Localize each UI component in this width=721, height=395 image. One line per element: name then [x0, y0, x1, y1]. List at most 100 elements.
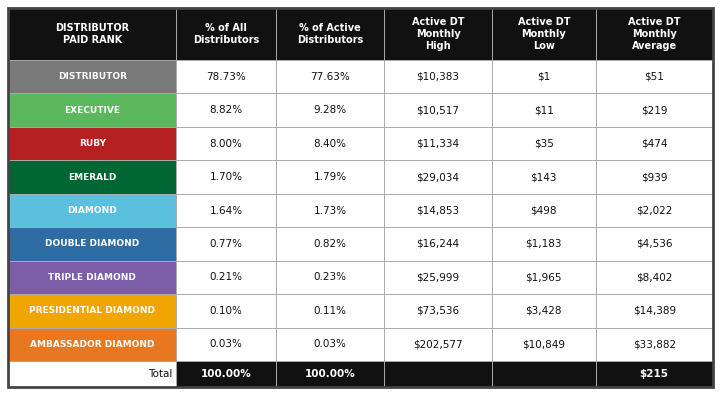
Bar: [384, 227, 492, 261]
Text: 0.77%: 0.77%: [210, 239, 243, 249]
Text: $51: $51: [645, 72, 664, 82]
Bar: [492, 327, 596, 361]
Bar: [384, 261, 492, 294]
Text: 100.00%: 100.00%: [200, 369, 252, 379]
Text: AMBASSADOR DIAMOND: AMBASSADOR DIAMOND: [30, 340, 154, 349]
Bar: [276, 160, 384, 194]
Bar: [492, 194, 596, 227]
Bar: [276, 327, 384, 361]
Text: TRIPLE DIAMOND: TRIPLE DIAMOND: [48, 273, 136, 282]
Text: PRESIDENTIAL DIAMOND: PRESIDENTIAL DIAMOND: [30, 307, 155, 315]
Bar: [177, 160, 276, 194]
Text: DIAMOND: DIAMOND: [67, 206, 117, 215]
Text: 77.63%: 77.63%: [310, 72, 350, 82]
Bar: [276, 127, 384, 160]
Bar: [492, 261, 596, 294]
Bar: [492, 160, 596, 194]
Bar: [384, 60, 492, 94]
Bar: [384, 194, 492, 227]
Bar: [177, 361, 276, 387]
Bar: [177, 194, 276, 227]
Bar: [384, 160, 492, 194]
Text: $143: $143: [531, 172, 557, 182]
Text: $939: $939: [641, 172, 668, 182]
Text: 0.03%: 0.03%: [210, 339, 242, 349]
Text: $11: $11: [534, 105, 554, 115]
Bar: [596, 127, 713, 160]
Text: $8,402: $8,402: [636, 273, 673, 282]
Bar: [492, 127, 596, 160]
Text: Active DT
Monthly
High: Active DT Monthly High: [412, 17, 464, 51]
Bar: [596, 361, 713, 387]
Text: $14,853: $14,853: [417, 205, 459, 216]
Text: $498: $498: [531, 205, 557, 216]
Bar: [492, 227, 596, 261]
Bar: [8, 60, 177, 94]
Text: $33,882: $33,882: [633, 339, 676, 349]
Text: Active DT
Monthly
Average: Active DT Monthly Average: [628, 17, 681, 51]
Text: % of All
Distributors: % of All Distributors: [193, 23, 260, 45]
Text: 0.23%: 0.23%: [314, 273, 347, 282]
Text: 9.28%: 9.28%: [314, 105, 347, 115]
Bar: [384, 8, 492, 60]
Text: 8.40%: 8.40%: [314, 139, 347, 149]
Bar: [384, 127, 492, 160]
Bar: [177, 8, 276, 60]
Text: RUBY: RUBY: [79, 139, 106, 148]
Text: 1.79%: 1.79%: [314, 172, 347, 182]
Text: $2,022: $2,022: [636, 205, 673, 216]
Bar: [276, 227, 384, 261]
Bar: [276, 261, 384, 294]
Text: $25,999: $25,999: [417, 273, 459, 282]
Text: $10,849: $10,849: [522, 339, 565, 349]
Bar: [492, 361, 596, 387]
Text: $11,334: $11,334: [417, 139, 459, 149]
Bar: [276, 294, 384, 327]
Bar: [384, 327, 492, 361]
Bar: [276, 194, 384, 227]
Text: $14,389: $14,389: [633, 306, 676, 316]
Text: $1: $1: [537, 72, 550, 82]
Text: $474: $474: [641, 139, 668, 149]
Text: DISTRIBUTOR
PAID RANK: DISTRIBUTOR PAID RANK: [55, 23, 129, 45]
Bar: [8, 361, 177, 387]
Bar: [276, 8, 384, 60]
Text: EMERALD: EMERALD: [68, 173, 116, 182]
Text: 1.64%: 1.64%: [210, 205, 243, 216]
Bar: [384, 294, 492, 327]
Text: 0.11%: 0.11%: [314, 306, 347, 316]
Bar: [596, 294, 713, 327]
Text: 0.10%: 0.10%: [210, 306, 242, 316]
Bar: [8, 8, 177, 60]
Text: $1,965: $1,965: [526, 273, 562, 282]
Bar: [596, 160, 713, 194]
Bar: [596, 327, 713, 361]
Bar: [596, 60, 713, 94]
Bar: [177, 127, 276, 160]
Bar: [8, 127, 177, 160]
Bar: [8, 194, 177, 227]
Bar: [177, 60, 276, 94]
Text: $73,536: $73,536: [417, 306, 459, 316]
Text: 8.00%: 8.00%: [210, 139, 242, 149]
Bar: [8, 160, 177, 194]
Bar: [596, 261, 713, 294]
Text: % of Active
Distributors: % of Active Distributors: [297, 23, 363, 45]
Text: $10,383: $10,383: [417, 72, 459, 82]
Bar: [596, 227, 713, 261]
Text: 0.82%: 0.82%: [314, 239, 347, 249]
Bar: [492, 8, 596, 60]
Text: 8.82%: 8.82%: [210, 105, 243, 115]
Bar: [384, 361, 492, 387]
Text: $16,244: $16,244: [417, 239, 459, 249]
Bar: [276, 361, 384, 387]
Text: 0.03%: 0.03%: [314, 339, 346, 349]
Bar: [276, 94, 384, 127]
Bar: [492, 60, 596, 94]
Text: 1.73%: 1.73%: [314, 205, 347, 216]
Bar: [8, 327, 177, 361]
Text: $219: $219: [641, 105, 668, 115]
Bar: [384, 94, 492, 127]
Bar: [492, 94, 596, 127]
Bar: [8, 294, 177, 327]
